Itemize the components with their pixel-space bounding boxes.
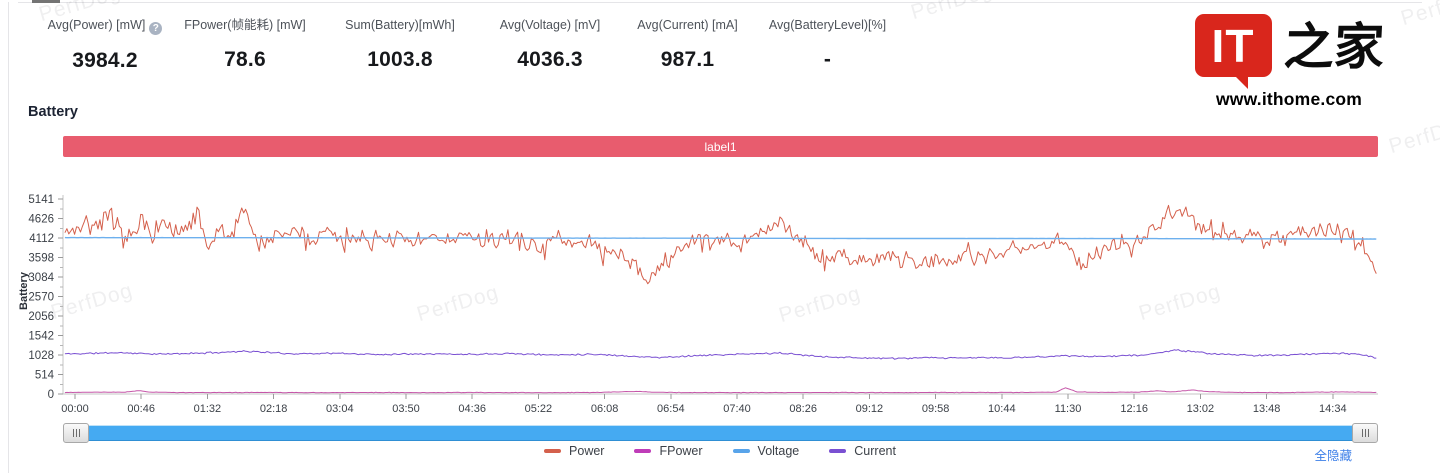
stat-avg-batterylevel: Avg(BatteryLevel)[%] - — [755, 16, 900, 73]
stat-avg-power: Avg(Power) [mW]? 3984.2 — [40, 16, 170, 73]
stat-fpower: FPower(帧能耗) [mW] 78.6 — [170, 16, 320, 73]
svg-text:02:18: 02:18 — [260, 403, 288, 415]
crop-artifact — [32, 0, 60, 3]
svg-text:3598: 3598 — [28, 253, 54, 265]
voltage-swatch-icon — [732, 449, 750, 453]
stat-value: 1003.8 — [367, 48, 433, 71]
help-icon[interactable]: ? — [149, 22, 163, 35]
stats-row: Avg(Power) [mW]? 3984.2 FPower(帧能耗) [mW]… — [40, 16, 900, 73]
stat-label: FPower(帧能耗) [mW] — [184, 18, 306, 32]
svg-text:06:54: 06:54 — [657, 403, 685, 415]
svg-text:07:40: 07:40 — [723, 403, 751, 415]
fpower-swatch-icon — [634, 449, 652, 453]
svg-text:10:44: 10:44 — [988, 403, 1016, 415]
legend-item-voltage[interactable]: Voltage — [732, 444, 800, 458]
scrollbar-track-fill[interactable] — [76, 425, 1365, 441]
svg-text:514: 514 — [35, 370, 55, 382]
ithome-logo-icon: IT — [1194, 14, 1272, 89]
stat-label: Sum(Battery)[mWh] — [345, 18, 455, 32]
svg-text:0: 0 — [48, 389, 54, 401]
svg-text:11:30: 11:30 — [1055, 403, 1082, 415]
svg-text:13:02: 13:02 — [1187, 403, 1215, 415]
legend-item-power[interactable]: Power — [544, 444, 604, 458]
stat-value: 3984.2 — [72, 49, 138, 72]
stat-sum-battery: Sum(Battery)[mWh] 1003.8 — [320, 16, 480, 73]
svg-text:00:00: 00:00 — [61, 403, 89, 415]
stat-value: 78.6 — [224, 48, 266, 71]
svg-text:3084: 3084 — [28, 272, 54, 284]
legend-label: FPower — [659, 444, 703, 458]
section-title-battery: Battery — [28, 104, 78, 120]
stat-avg-current: Avg(Current) [mA] 987.1 — [620, 16, 755, 73]
chart-range-scrollbar — [63, 423, 1378, 443]
scrollbar-right-handle[interactable] — [1352, 423, 1378, 443]
stat-value: - — [823, 48, 832, 71]
top-border-line — [18, 2, 1422, 3]
chart-legend: Power FPower Voltage Current — [0, 444, 1440, 458]
svg-text:1028: 1028 — [28, 350, 54, 362]
svg-text:05:22: 05:22 — [525, 403, 553, 415]
svg-text:06:08: 06:08 — [591, 403, 619, 415]
svg-text:5141: 5141 — [28, 194, 54, 206]
stat-avg-voltage: Avg(Voltage) [mV] 4036.3 — [480, 16, 620, 73]
legend-item-fpower[interactable]: FPower — [634, 444, 703, 458]
stat-value: 987.1 — [660, 48, 715, 71]
stat-label: Avg(BatteryLevel)[%] — [768, 18, 887, 32]
svg-text:09:58: 09:58 — [922, 403, 950, 415]
ithome-url: www.ithome.com — [1215, 89, 1363, 109]
svg-text:1542: 1542 — [28, 331, 54, 343]
legend-label: Voltage — [757, 444, 800, 458]
svg-text:12:16: 12:16 — [1120, 403, 1148, 415]
svg-text:09:12: 09:12 — [856, 403, 884, 415]
svg-text:03:04: 03:04 — [326, 403, 354, 415]
legend-label: Current — [854, 444, 896, 458]
current-swatch-icon — [829, 449, 847, 453]
label-banner[interactable]: label1 — [63, 136, 1378, 157]
battery-chart-plot[interactable]: 0 514 1028 1542 2056 2570 3084 3598 4112 4626 5141… — [0, 160, 1440, 422]
svg-text:2056: 2056 — [28, 311, 54, 323]
svg-text:2570: 2570 — [28, 292, 54, 304]
svg-text:01:32: 01:32 — [194, 403, 222, 415]
stat-label: Avg(Power) [mW] — [47, 18, 146, 32]
ithome-logo: IT 之家 www.ithome.com — [1194, 14, 1386, 110]
svg-text:4112: 4112 — [29, 233, 54, 245]
svg-text:00:46: 00:46 — [127, 403, 155, 415]
power-swatch-icon — [544, 449, 562, 453]
stat-label: Avg(Voltage) [mV] — [499, 18, 601, 32]
legend-item-current[interactable]: Current — [829, 444, 896, 458]
svg-text:4626: 4626 — [28, 214, 54, 226]
svg-text:03:50: 03:50 — [392, 403, 420, 415]
ithome-brand-text: 之家 — [1281, 17, 1386, 76]
speech-bubble-tail — [1232, 74, 1248, 89]
hide-all-link[interactable]: 全隐藏 — [1314, 449, 1352, 463]
stat-label: Avg(Current) [mA] — [637, 18, 738, 32]
svg-text:08:26: 08:26 — [789, 403, 817, 415]
svg-text:14:34: 14:34 — [1319, 403, 1347, 415]
stat-value: 4036.3 — [517, 48, 583, 71]
svg-text:13:48: 13:48 — [1253, 403, 1281, 415]
banner-label: label1 — [704, 139, 737, 154]
left-border-line — [8, 2, 9, 473]
svg-text:04:36: 04:36 — [458, 403, 486, 415]
legend-label: Power — [569, 444, 605, 458]
scrollbar-left-handle[interactable] — [63, 423, 89, 443]
